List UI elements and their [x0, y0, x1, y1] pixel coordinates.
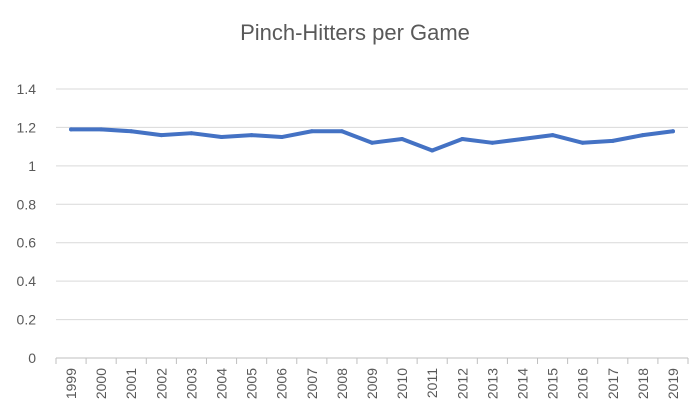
- x-tick-label: 2016: [575, 368, 591, 399]
- data-point: [309, 129, 314, 134]
- y-tick-label: 1.4: [17, 81, 37, 97]
- x-tick-label: 2010: [394, 368, 410, 399]
- x-tick-label: 2013: [484, 368, 500, 399]
- y-tick-label: 0.2: [17, 312, 37, 328]
- x-tick-label: 2015: [545, 368, 561, 399]
- data-point: [69, 127, 74, 132]
- data-point: [520, 136, 525, 141]
- data-point: [249, 133, 254, 138]
- x-tick-label: 2005: [244, 368, 260, 399]
- x-tick-label: 2006: [274, 368, 290, 399]
- x-tick-label: 2000: [93, 368, 109, 399]
- x-tick-label: 2008: [334, 368, 350, 399]
- y-tick-label: 0.6: [17, 235, 37, 251]
- chart-title: Pinch-Hitters per Game: [240, 20, 470, 45]
- y-tick-label: 0.4: [17, 273, 37, 289]
- x-tick-label: 2003: [183, 368, 199, 399]
- y-tick-label: 1.2: [17, 119, 37, 135]
- x-tick-label: 2011: [424, 368, 440, 398]
- data-point: [339, 129, 344, 134]
- data-point: [430, 148, 435, 153]
- x-tick-label: 2014: [514, 368, 530, 399]
- gridlines: [56, 88, 688, 321]
- data-point: [490, 140, 495, 145]
- data-point: [610, 138, 615, 143]
- data-point: [640, 133, 645, 138]
- x-tick-label: 2017: [605, 368, 621, 399]
- data-point: [400, 136, 405, 141]
- y-tick-label: 1: [28, 158, 36, 174]
- data-point: [159, 133, 164, 138]
- y-tick-label: 0.8: [17, 196, 37, 212]
- data-point: [279, 135, 284, 140]
- x-tick-label: 2019: [665, 368, 681, 399]
- y-tick-label: 0: [28, 350, 36, 366]
- x-tick-label: 2004: [214, 368, 230, 399]
- data-point: [370, 140, 374, 145]
- data-point: [670, 129, 675, 134]
- data-point: [580, 140, 585, 145]
- x-tick-label: 2018: [635, 368, 651, 399]
- data-point: [550, 133, 555, 138]
- x-tick-label: 1999: [63, 368, 79, 399]
- x-tick-label: 2001: [123, 368, 139, 399]
- series-lines: [69, 127, 675, 153]
- x-tick-label: 2009: [364, 368, 380, 399]
- x-axis: [55, 357, 689, 364]
- data-point: [219, 135, 224, 140]
- data-point: [129, 129, 134, 134]
- data-point: [460, 136, 465, 141]
- x-tick-label: 2002: [153, 368, 169, 399]
- series-line: [69, 127, 675, 153]
- data-point: [99, 127, 104, 132]
- y-axis-tick-labels: 0 0.2 0.4 0.6 0.8 1 1.2 1.4: [17, 81, 37, 366]
- x-tick-label: 2012: [454, 368, 470, 399]
- x-axis-tick-labels: 1999 2000 2001 2002 2003 2004 2005 2006 2007 2008…: [63, 368, 681, 399]
- x-tick-label: 2007: [304, 368, 320, 399]
- data-point: [189, 131, 194, 136]
